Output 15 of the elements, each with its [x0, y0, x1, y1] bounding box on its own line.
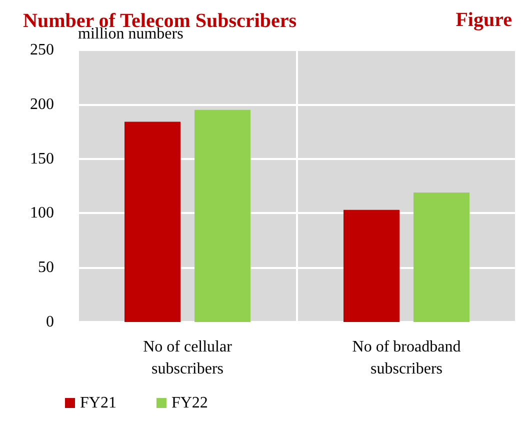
legend-label: FY22	[171, 394, 208, 412]
y-tick-label: 0	[46, 314, 54, 330]
legend-label: FY21	[80, 394, 116, 412]
y-tick-label: 200	[30, 96, 54, 113]
y-tick-label: 100	[30, 204, 54, 222]
y-tick-label: 50	[38, 259, 54, 276]
x-tick-label: No of cellular subscribers	[143, 338, 233, 378]
text: Figure	[456, 9, 512, 31]
bar	[124, 122, 180, 322]
y-tick-label: 150	[30, 150, 54, 168]
x-tick-label: No of broadband subscribers	[352, 338, 461, 378]
y-tick-label: 250	[30, 42, 54, 58]
bar	[414, 192, 470, 322]
bar	[194, 110, 250, 322]
bar	[344, 210, 400, 322]
